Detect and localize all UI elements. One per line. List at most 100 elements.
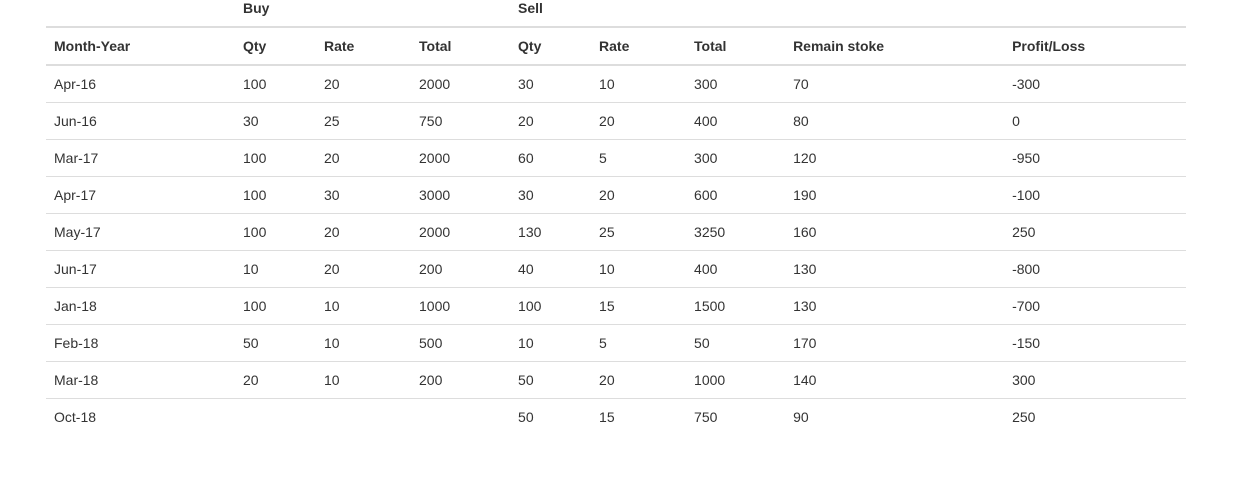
table-row: Mar-17 100 20 2000 60 5 300 120 -950 [46,139,1187,177]
remain-stoke-cell: 160 [785,213,1005,251]
column-header-sell-total: Total [686,27,786,66]
group-header-sell: Sell [510,0,786,28]
table-body: Apr-16 100 20 2000 30 10 300 70 -300 Jun-16 30 25 75… [46,65,1187,435]
sell-qty-cell: 40 [510,250,592,288]
column-header-buy-rate: Rate [316,27,411,66]
buy-total-cell: 3000 [411,176,511,214]
group-header-empty [785,0,1005,28]
buy-rate-cell: 20 [316,213,411,251]
table-row: May-17 100 20 2000 130 25 3250 160 250 [46,213,1187,251]
profit-loss-cell: -100 [1004,176,1187,214]
month-year-cell: Jun-17 [46,250,235,288]
buy-rate-cell: 20 [324,76,340,92]
table-row: Oct-18 50 15 750 90 250 [46,398,1187,435]
profit-loss-cell: 300 [1004,361,1187,399]
buy-total-cell: 2000 [411,213,511,251]
buy-rate-cell: 10 [316,287,411,325]
buy-rate-cell [316,398,411,435]
sell-qty-cell: 60 [510,139,592,177]
sell-qty-cell: 10 [510,324,592,362]
buy-qty-cell: 30 [235,102,316,140]
sell-total-cell: 1500 [686,287,786,325]
column-header-profit-loss: Profit/Loss [1004,27,1187,66]
remain-stoke-cell: 170 [785,324,1005,362]
sell-qty-cell: 30 [518,76,534,92]
sell-total-cell: 400 [686,250,786,288]
table-row: Mar-18 20 10 200 50 20 1000 140 300 [46,361,1187,399]
profit-loss-cell: -700 [1004,287,1187,325]
buy-total-cell: 2000 [411,139,511,177]
sell-qty-cell: 50 [510,361,592,399]
month-year-cell: Mar-17 [46,139,235,177]
table-row: Apr-16 100 20 2000 30 10 300 70 -300 [46,65,1186,103]
sell-rate-cell: 5 [591,324,687,362]
month-year-cell: Apr-17 [46,176,235,214]
remain-stoke-cell: 90 [785,398,1005,435]
buy-rate-cell: 20 [316,139,411,177]
month-year-cell: May-17 [46,213,235,251]
stock-table: Buy Sell Month-Year Qty Rate Total Qty R… [46,0,1187,435]
sell-rate-cell: 20 [591,176,687,214]
buy-total-cell: 1000 [411,287,511,325]
sell-rate-cell: 5 [591,139,687,177]
remain-stoke-cell: 190 [785,176,1005,214]
group-header-row: Buy Sell [46,0,1187,28]
buy-qty-cell: 20 [235,361,316,399]
buy-qty-cell: 100 [235,287,316,325]
remain-stoke-cell: 80 [785,102,1005,140]
sell-rate-cell: 25 [591,213,687,251]
group-header-empty [1004,0,1187,28]
sell-total-cell: 50 [686,324,786,362]
group-header-empty [46,0,235,28]
column-header-month-year: Month-Year [46,27,235,66]
month-year-cell: Jan-18 [46,287,235,325]
buy-rate-cell: 20 [316,250,411,288]
remain-stoke-cell: 140 [785,361,1005,399]
buy-rate-cell: 30 [316,176,411,214]
sell-rate-cell: 15 [591,287,687,325]
table-row: Jun-17 10 20 200 40 10 400 130 -800 [46,250,1187,288]
sell-qty-cell: 100 [510,287,592,325]
sell-total-cell: 400 [686,102,786,140]
sell-rate-cell: 15 [591,398,687,435]
month-year-cell: Apr-16 [54,76,97,92]
sell-total-cell: 3250 [686,213,786,251]
buy-rate-cell: 25 [316,102,411,140]
sell-total-cell: 750 [686,398,786,435]
buy-qty-cell: 100 [235,213,316,251]
profit-loss-cell: -150 [1004,324,1187,362]
column-header-row: Month-Year Qty Rate Total Qty Rate Total… [46,27,1187,66]
sell-qty-cell: 130 [510,213,592,251]
buy-total-cell: 200 [411,250,511,288]
sell-qty-cell: 50 [510,398,592,435]
table-row: Feb-18 50 10 500 10 5 50 170 -150 [46,324,1187,362]
month-year-cell: Mar-18 [46,361,235,399]
column-header-sell-qty: Qty [510,27,592,66]
table-row: Jan-18 100 10 1000 100 15 1500 130 -700 [46,287,1187,325]
sell-qty-cell: 20 [510,102,592,140]
buy-qty-cell [235,398,316,435]
table-row: Jun-16 30 25 750 20 20 400 80 0 [46,102,1187,140]
buy-total-cell [411,398,511,435]
group-header-buy: Buy [235,0,511,28]
stock-table-container: Buy Sell Month-Year Qty Rate Total Qty R… [46,0,1187,435]
sell-total-cell: 300 [694,76,718,92]
buy-total-cell: 2000 [419,76,451,92]
buy-qty-cell: 100 [235,176,316,214]
buy-qty-cell: 100 [243,76,267,92]
buy-qty-cell: 50 [235,324,316,362]
buy-rate-cell: 10 [316,324,411,362]
column-header-sell-rate: Rate [591,27,687,66]
column-header-buy-total: Total [411,27,511,66]
sell-qty-cell: 30 [510,176,592,214]
sell-rate-cell: 20 [591,361,687,399]
sell-rate-cell: 20 [591,102,687,140]
sell-total-cell: 1000 [686,361,786,399]
remain-stoke-cell: 130 [785,250,1005,288]
profit-loss-cell: 250 [1004,213,1187,251]
remain-stoke-cell: 130 [785,287,1005,325]
month-year-cell: Oct-18 [46,398,235,435]
profit-loss-cell: 0 [1004,102,1187,140]
sell-total-cell: 300 [686,139,786,177]
buy-qty-cell: 10 [235,250,316,288]
